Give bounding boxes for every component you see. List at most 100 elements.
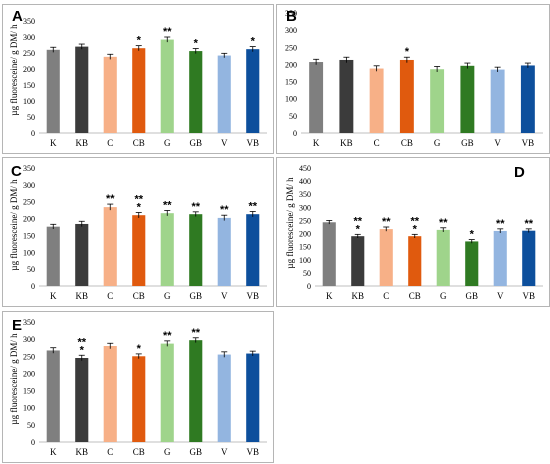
y-tick-label: 150 [23,81,35,90]
significance-label: * [137,35,142,47]
panel-label-d: D [514,164,525,181]
y-tick-label: 150 [285,78,297,87]
bar-gb [189,51,203,133]
x-tick-label: V [494,138,501,148]
x-tick-label: VB [522,138,535,148]
bar-v [217,55,231,134]
chart-a: 0 50 100 150 200 250 300 350 K KB C CB * G ** GB * V VB * [23,17,267,148]
bar-g [160,343,174,442]
y-tick-label: 100 [23,97,35,106]
x-tick-label: GB [189,447,202,457]
y-tick-label: 200 [23,369,35,378]
significance-label: ** [382,216,391,228]
bar-vb [520,65,535,133]
significance-label: ** [248,200,257,212]
x-tick-label: V [221,138,228,148]
significance-label: ** [191,201,200,213]
x-tick-label: CB [409,291,421,301]
bar-kb [75,358,89,442]
x-tick-label: G [164,291,171,301]
x-tick-label: VB [246,447,259,457]
significance-label: * [194,38,199,50]
significance-label: ** [353,215,362,227]
x-tick-label: K [50,291,57,301]
x-tick-label: C [383,291,389,301]
x-tick-label: C [107,291,113,301]
bar-cb [132,356,146,442]
chart-b: 0 50 100 150 200 250 300 350 K KB C CB * G GB V VB [285,9,543,148]
panel-label-e: E [12,317,23,334]
x-tick-label: KB [75,138,88,148]
significance-label: ** [163,199,172,211]
bar-cb [399,59,414,133]
bar-k [309,62,324,133]
significance-label: * [137,343,142,355]
x-tick-label: K [50,447,57,457]
y-tick-label: 0 [31,438,35,447]
y-tick-label: 50 [289,112,297,121]
y-tick-label: 150 [23,387,35,396]
x-tick-label: GB [465,291,478,301]
bar-k [46,49,60,133]
panel-b: B 0 50 100 150 200 250 300 350 K KB C CB * G GB V VB [276,4,550,154]
significance-label: ** [220,204,229,216]
y-tick-label: 300 [23,181,35,190]
bar-g [430,69,445,133]
bar-k [46,226,60,286]
x-tick-label: V [221,291,228,301]
x-tick-label: GB [461,138,474,148]
y-tick-label: 250 [299,216,311,225]
panel-label-b: B [286,8,297,25]
bar-v [217,354,231,442]
y-tick-label: 100 [23,248,35,257]
bar-c [369,68,384,133]
x-tick-label: V [497,291,504,301]
significance-label: * [413,223,418,235]
bar-cb [132,48,146,134]
x-tick-label: CB [133,138,145,148]
y-tick-label: 150 [23,231,35,240]
x-tick-label: C [374,138,380,148]
y-tick-label: 100 [23,404,35,413]
y-tick-label: 50 [303,269,311,278]
significance-label: * [470,229,475,241]
y-tick-label: 300 [285,26,297,35]
bar-c [103,346,117,442]
y-tick-label: 300 [23,33,35,42]
bar-c [103,207,117,286]
panel-c: C µg fluoresceine/ g DM/ h 0 50 100 150 200 2… [2,157,274,307]
y-tick-label: 200 [23,65,35,74]
x-tick-label: VB [246,138,259,148]
y-tick-label: 50 [27,113,35,122]
bar-k [46,350,60,442]
y-tick-label: 300 [23,335,35,344]
bar-g [436,229,450,286]
bar-k [322,222,336,286]
y-tick-label: 300 [299,203,311,212]
x-tick-label: GB [189,291,202,301]
x-tick-label: KB [340,138,353,148]
y-tick-label: 350 [23,318,35,327]
bar-kb [75,223,89,286]
x-tick-label: GB [189,138,202,148]
x-tick-label: G [164,447,171,457]
y-tick-label: 450 [299,164,311,173]
panel-label-a: A [12,8,23,25]
y-tick-label: 350 [23,17,35,26]
significance-label: ** [439,217,448,229]
x-tick-label: G [164,138,171,148]
y-tick-label: 100 [285,95,297,104]
bar-gb [189,340,203,442]
y-tick-label: 50 [27,421,35,430]
x-tick-label: KB [351,291,364,301]
y-tick-label: 200 [23,215,35,224]
x-tick-label: KB [75,291,88,301]
y-tick-label: 350 [23,164,35,173]
bar-gb [189,214,203,286]
significance-label: ** [106,193,115,205]
bar-v [490,69,505,133]
significance-label: * [251,36,256,48]
